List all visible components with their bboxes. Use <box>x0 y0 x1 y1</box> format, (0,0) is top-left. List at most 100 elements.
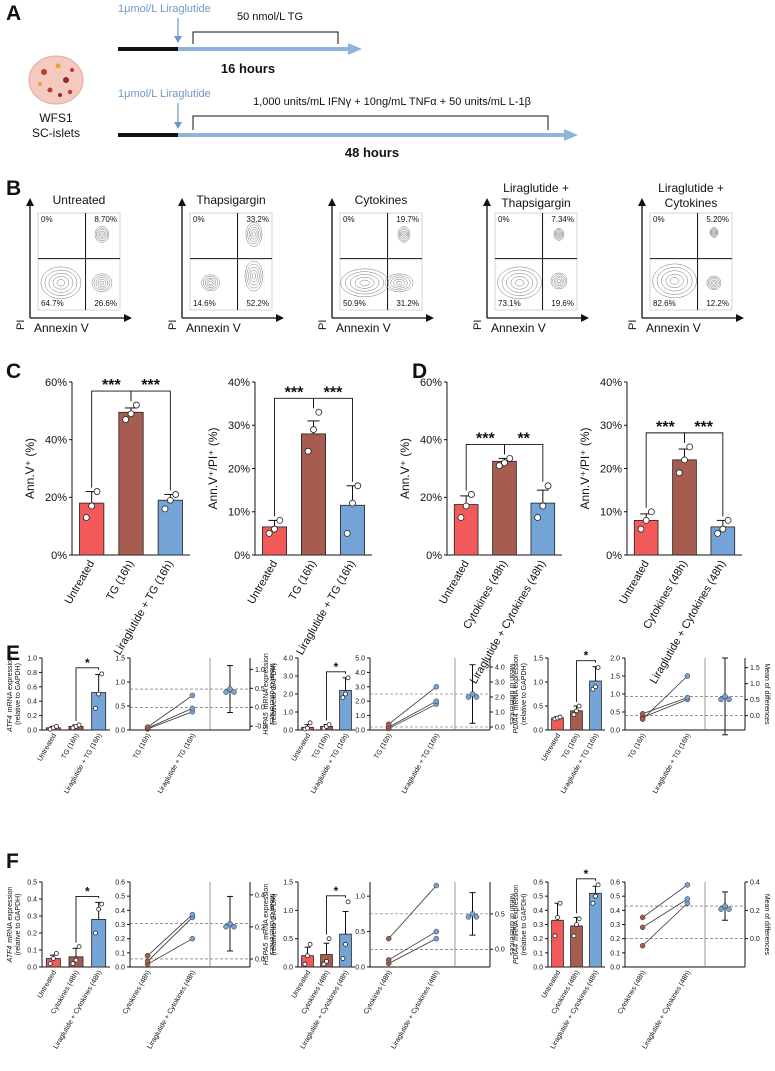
y-axis-label: (relative to GAPDH) <box>15 663 22 725</box>
y-tick-label: 0.0 <box>115 727 125 734</box>
data-point <box>349 499 356 507</box>
contour <box>48 272 74 293</box>
x-tick-label: TG (16h) <box>132 733 152 761</box>
bar <box>91 919 107 968</box>
contour <box>712 281 716 285</box>
y-tick-label: 0.4 <box>610 908 620 915</box>
y-tick-label: 2.0 <box>355 699 365 706</box>
data-point <box>675 469 683 477</box>
contour <box>397 226 411 243</box>
y2-tick-label: 0.5 <box>495 911 505 918</box>
y-axis-label-part: mRNA expression <box>7 656 14 712</box>
difference-point <box>465 694 472 700</box>
contour <box>395 280 403 285</box>
duration-label: 16 hours <box>221 61 275 76</box>
contour <box>497 266 542 300</box>
quadrant-percent: 52.2% <box>246 299 269 308</box>
y-tick-label: 1.0 <box>355 713 365 720</box>
y-tick-label: 0.2 <box>115 936 125 943</box>
arrow-head <box>178 198 186 206</box>
paired-line <box>147 914 193 956</box>
quadrant-percent: 0% <box>653 215 665 224</box>
contour <box>710 228 718 237</box>
contour <box>712 231 716 234</box>
y-tick-label: 3.0 <box>283 673 293 680</box>
data-point <box>457 514 465 521</box>
y-tick-label: 40% <box>228 377 250 389</box>
paired-line <box>642 675 688 720</box>
contour <box>203 276 218 290</box>
paired-line <box>642 699 688 718</box>
quadrant-percent: 14.6% <box>193 299 216 308</box>
contour <box>384 273 414 293</box>
plot-frame <box>189 212 273 311</box>
duration-label: 48 hours <box>345 145 399 160</box>
contour <box>710 279 718 286</box>
axis-label: PI <box>15 320 27 330</box>
contour <box>244 260 264 292</box>
y-tick-label: 1.5 <box>283 879 293 886</box>
difference-point <box>227 686 233 692</box>
quadrant-percent: 12.2% <box>706 299 729 308</box>
data-point <box>99 671 105 677</box>
data-point <box>642 517 650 524</box>
y2-axis-label: Mean of differences <box>763 894 770 956</box>
y-tick-label: 0.4 <box>533 908 543 915</box>
paired-line <box>642 902 688 947</box>
y-tick-label: 0.5 <box>115 703 125 710</box>
plot-title: Liraglutide + <box>503 181 569 195</box>
contour <box>204 277 217 288</box>
difference-point <box>722 693 728 700</box>
data-point <box>684 673 691 679</box>
y-tick-label: 40% <box>420 435 442 447</box>
paired-line <box>147 708 193 729</box>
y-tick-label: 30% <box>228 420 250 432</box>
data-point <box>54 951 59 956</box>
y-tick-label: 4.0 <box>283 655 293 662</box>
axis-label: PI <box>317 320 329 330</box>
paired-line <box>388 885 437 939</box>
stimulus-label: 50 nmol/L TG <box>237 11 303 23</box>
y-tick-label: 1.0 <box>283 709 293 716</box>
y-tick-label: 0.2 <box>27 930 37 937</box>
contour <box>96 227 108 241</box>
panel-label: E <box>6 642 20 665</box>
contour <box>661 270 689 292</box>
y-axis-label: PDIA4 mRNA expression <box>513 654 520 733</box>
quadrant-percent: 0% <box>41 215 53 224</box>
data-point <box>326 722 332 727</box>
contour <box>248 226 260 242</box>
y-tick-label: 1.0 <box>115 679 125 686</box>
y2-tick-label: -0.5 <box>255 724 267 731</box>
y2-tick-label: 0.0 <box>255 956 265 963</box>
paired-line <box>147 711 193 730</box>
y-axis-label: Ann.V⁺/PI⁺ (%) <box>206 427 220 509</box>
data-point <box>304 447 312 455</box>
paired-line <box>388 938 437 964</box>
data-point <box>343 529 351 537</box>
significance-label: *** <box>476 430 495 447</box>
y-axis-label-part: mRNA expression <box>7 887 14 943</box>
y-tick-label: 0.3 <box>610 922 620 929</box>
difference-point <box>223 689 229 695</box>
contour <box>555 277 563 285</box>
contour <box>501 269 538 296</box>
bar <box>118 411 144 556</box>
x-tick-label: Untreated <box>37 969 58 999</box>
plot-title: Thapsigargin <box>501 196 570 210</box>
panel-label: D <box>412 360 427 383</box>
data-point <box>82 514 90 521</box>
contour <box>206 279 215 287</box>
difference-point <box>718 696 724 703</box>
data-point <box>161 505 169 513</box>
y-tick-label: 0.1 <box>115 950 125 957</box>
significance-label: *** <box>102 377 121 394</box>
y-axis-label: (relative to GAPDH) <box>271 894 278 956</box>
x-tick-label: Untreated <box>541 969 562 999</box>
y-tick-label: 0.0 <box>533 727 543 734</box>
paired-line <box>388 700 437 728</box>
data-point <box>345 899 351 905</box>
difference-point <box>718 906 724 912</box>
quadrant-percent: 0% <box>498 215 510 224</box>
contour <box>100 232 104 237</box>
